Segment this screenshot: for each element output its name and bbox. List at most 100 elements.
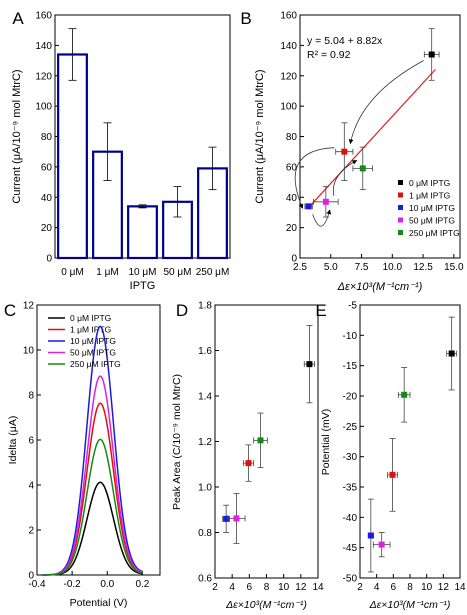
data-point <box>389 471 396 478</box>
panel-b-y-tick-label: 20 <box>286 223 298 234</box>
panel-b-legend-marker <box>398 205 403 210</box>
panel-b-y-tick-label: 80 <box>286 132 298 143</box>
data-point <box>448 350 455 357</box>
panel-e-y-tick-label: -50 <box>343 574 358 585</box>
panel-a-y-tick-label: 60 <box>41 162 53 173</box>
panel-a-category-label: 0 μM <box>61 267 83 278</box>
panel-b-legend-label: 0 μM IPTG <box>409 178 450 188</box>
panel-c-y-axis-label: Idelta (μA) <box>7 416 19 465</box>
panel-b-y-tick-label: 100 <box>280 102 297 113</box>
panel-d-x-tick-label: 8 <box>264 582 270 593</box>
panel-e-plot-area <box>359 304 461 579</box>
panel-a-y-tick-label: 100 <box>35 102 52 113</box>
panel-c-x-tick-label: -0.2 <box>64 579 82 590</box>
data-point <box>322 198 329 205</box>
panel-e-x-axis-label: Δε×10³(M⁻¹cm⁻¹) <box>369 599 451 611</box>
panel-b-legend-label: 250 μM IPTG <box>409 228 460 238</box>
panel-b-legend-label: 1 μM IPTG <box>409 191 450 201</box>
panel-a-bar <box>57 53 88 260</box>
panel-b-x-tick-label: 2.5 <box>293 262 307 273</box>
panel-d-letter: D <box>176 301 188 320</box>
panel-e-y-tick-label: -20 <box>343 392 358 403</box>
panel-d-y-tick-label: 1.8 <box>198 301 212 312</box>
data-point <box>257 437 264 444</box>
data-point <box>305 203 312 210</box>
panel-e-y-tick-label: -40 <box>343 513 358 524</box>
panel-e-data-point <box>367 498 374 573</box>
panel-c-y-tick-label: 4 <box>28 481 34 492</box>
panel-d-x-tick-label: 14 <box>312 582 324 593</box>
panel-b-data-point <box>335 122 354 181</box>
panel-d-y-tick-label: 1.2 <box>198 437 212 448</box>
panel-b-arrow <box>294 147 335 209</box>
panel-d-x-tick-label: 6 <box>247 582 253 593</box>
panel-a-y-tick-label: 40 <box>41 193 53 204</box>
panel-a-y-tick-label: 140 <box>35 41 52 52</box>
panel-e-y-tick-label: -45 <box>343 543 358 554</box>
panel-d-x-axis-label: Δε×10³(M⁻¹cm⁻¹) <box>225 599 307 611</box>
panel-a-category-label: 1 μM <box>96 267 118 278</box>
panel-c-y-tick-label: 6 <box>28 436 34 447</box>
panel-a-category-label: 10 μM <box>129 267 157 278</box>
panel-d-x-tick-label: 12 <box>295 582 307 593</box>
panel-d-data-point <box>242 444 255 482</box>
panel-b-x-tick-label: 5.0 <box>324 262 338 273</box>
panel-b-data-point <box>304 203 313 210</box>
panel-b-data-point <box>313 186 339 218</box>
panel-b-fit-equation: y = 5.04 + 8.82x <box>307 35 383 47</box>
data-point <box>223 515 230 522</box>
panel-a-category-label: 250 μM <box>196 267 230 278</box>
data-point <box>341 148 348 155</box>
panel-b-legend-label: 50 μM IPTG <box>409 216 455 226</box>
panel-a-category-label: 50 μM <box>164 267 192 278</box>
panel-c-x-axis-label: Potential (V) <box>70 597 128 609</box>
data-point <box>306 361 313 368</box>
data-point <box>359 165 366 172</box>
panel-d-y-tick-label: 1.0 <box>198 483 212 494</box>
panel-b-legend-label: 10 μM IPTG <box>409 203 455 213</box>
panel-e-data-point <box>387 438 398 512</box>
panel-b-legend-marker <box>398 230 403 235</box>
data-point <box>367 532 374 539</box>
panel-b-x-tick-label: 15.0 <box>444 262 464 273</box>
panel-d-data-point <box>227 492 246 544</box>
panel-a-x-axis-label: IPTG <box>130 280 156 292</box>
panel-b-legend-marker <box>398 192 403 198</box>
panel-c-legend-label: 50 μM IPTG <box>70 348 116 358</box>
panel-a-y-tick-label: 120 <box>35 71 52 82</box>
panel-b-x-axis-label: Δε×10³(M⁻¹cm⁻¹) <box>337 281 423 293</box>
panel-e-letter: E <box>315 301 326 320</box>
panel-d-plot-area <box>214 304 319 579</box>
panel-b-fit-r2: R² = 0.92 <box>307 49 351 61</box>
panel-b-letter: B <box>240 9 251 28</box>
panel-b-arrow <box>348 60 424 145</box>
panel-e-y-tick-label: -25 <box>343 422 358 433</box>
panel-b-data-point <box>423 28 440 81</box>
panel-e-y-tick-label: -10 <box>343 331 358 342</box>
panel-e-y-tick-label: -30 <box>343 452 358 463</box>
panel-c-series-line <box>42 481 143 576</box>
panel-a-letter: A <box>12 9 24 28</box>
panel-d-x-tick-label: 2 <box>212 582 218 593</box>
panel-c-letter: C <box>4 301 16 320</box>
panel-e-x-tick-label: 14 <box>454 582 466 593</box>
panel-b-x-tick-label: 10.0 <box>383 262 403 273</box>
panel-b-y-tick-label: 140 <box>280 41 297 52</box>
panel-e-x-tick-label: 6 <box>391 582 397 593</box>
panel-b-y-tick-label: 40 <box>286 193 298 204</box>
panel-c-y-tick-label: 0 <box>28 571 34 582</box>
panel-e-data-point <box>372 532 391 558</box>
panel-a-y-axis-label: Current (μA/10⁻⁹ mol MtrC) <box>11 69 23 203</box>
panel-d-y-tick-label: 1.6 <box>198 346 212 357</box>
panel-c-y-tick-label: 8 <box>28 391 34 402</box>
panel-e-y-axis-label: Potential (mV) <box>320 409 332 476</box>
data-point <box>401 391 408 398</box>
panel-b-x-tick-label: 7.5 <box>355 262 369 273</box>
panel-e-y-tick-label: -5 <box>348 301 357 312</box>
panel-b-y-tick-label: 160 <box>280 11 297 22</box>
panel-d-data-point <box>253 412 268 469</box>
panel-a-y-tick-label: 0 <box>46 254 52 265</box>
data-point <box>428 51 435 58</box>
panel-c-y-tick-label: 10 <box>23 346 35 357</box>
